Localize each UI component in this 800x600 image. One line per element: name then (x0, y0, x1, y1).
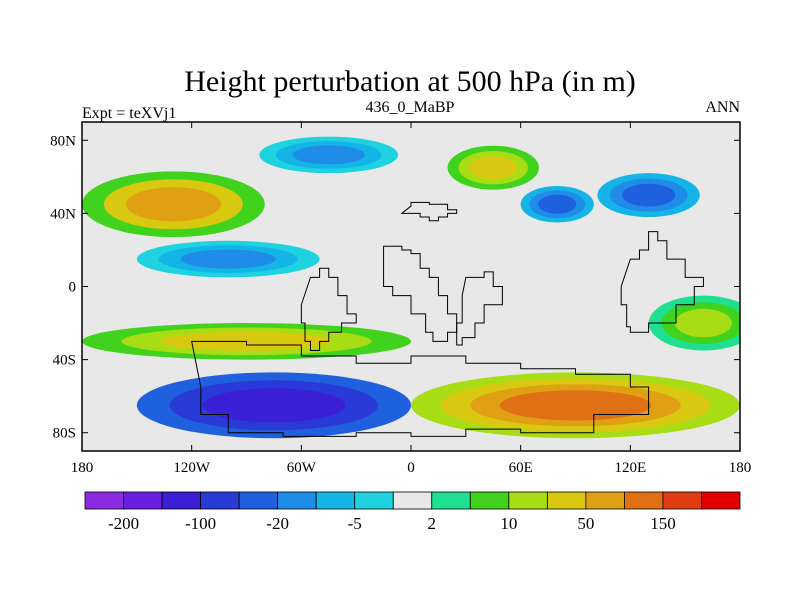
colorbar-swatch (508, 491, 548, 510)
coastline-outlines (191, 201, 704, 437)
colorbar-swatch (354, 491, 394, 510)
colorbar-label: -20 (266, 514, 289, 533)
colorbar-swatch (585, 491, 625, 510)
x-tick-label: 60E (509, 460, 533, 476)
contour-tropical-pacific-low-level-2 (180, 249, 276, 269)
colorbar-swatch (123, 491, 163, 510)
contour-antarctic-high-level-3 (499, 390, 652, 421)
y-tick-label: 80N (50, 133, 76, 149)
experiment-label: Expt = teXVj1 (82, 105, 176, 122)
contour-north-atlantic-low-level-2 (292, 145, 365, 165)
colorbar-swatch (238, 491, 279, 510)
coastline-2 (456, 271, 503, 346)
colorbar-swatch (624, 491, 664, 510)
colorbar-label: -5 (348, 514, 362, 533)
x-axis-ticks: 180 120W 60W 0 60E 120E 180 (71, 122, 752, 476)
colorbar-label: -200 (108, 514, 139, 533)
colorbar-swatch (431, 491, 471, 510)
contour-southern-ocean-low-level-2 (202, 388, 346, 423)
colorbar-label: -100 (185, 514, 216, 533)
colorbar-swatch (469, 491, 510, 510)
colorbar-swatch (200, 491, 240, 510)
coastline-4 (620, 231, 704, 333)
coastline-0 (400, 201, 458, 222)
contour-regions (82, 136, 740, 439)
colorbar-swatch (546, 491, 587, 510)
period-label: 436_0_MaBP (366, 99, 455, 116)
colorbar-label: 10 (500, 514, 517, 533)
y-tick-label: 0 (69, 280, 77, 296)
x-tick-label: 180 (729, 460, 752, 476)
x-tick-label: 60W (287, 460, 317, 476)
contour-north-pacific-high-level-2 (125, 187, 221, 222)
map-plot-area (81, 121, 741, 452)
colorbar-label: 150 (650, 514, 676, 533)
colorbar-swatch (161, 491, 201, 510)
contour-siberia-low-level-2 (538, 194, 577, 214)
contour-arctic-ridge-level-2 (469, 156, 518, 180)
coastline-5 (191, 340, 650, 437)
y-tick-label: 40S (53, 353, 76, 369)
colorbar-swatch (392, 491, 433, 510)
coastline-3 (300, 267, 357, 351)
colorbar-label: 50 (577, 514, 594, 533)
y-tick-label: 80S (53, 426, 76, 442)
x-tick-label: 120W (173, 460, 211, 476)
x-tick-label: 0 (407, 460, 415, 476)
colorbar-label: 2 (428, 514, 437, 533)
contour-east-pacific-rise-level-2 (674, 308, 732, 338)
season-label: ANN (705, 99, 740, 116)
x-tick-label: 120E (614, 460, 646, 476)
contour-east-asia-low-level-2 (621, 183, 676, 207)
x-tick-label: 180 (71, 460, 94, 476)
chart-title: Height perturbation at 500 hPa (in m) (184, 65, 636, 98)
colorbar-swatch (277, 491, 317, 510)
colorbar: -200 -100 -20 -5 2 10 50 150 (84, 491, 741, 533)
y-axis-ticks: 80N 40N 0 40S 80S (50, 133, 740, 442)
colorbar-swatch (701, 491, 741, 510)
colorbar-swatch (315, 491, 356, 510)
colorbar-swatch (662, 491, 702, 510)
colorbar-swatch (84, 491, 124, 510)
y-tick-label: 40N (50, 206, 76, 222)
